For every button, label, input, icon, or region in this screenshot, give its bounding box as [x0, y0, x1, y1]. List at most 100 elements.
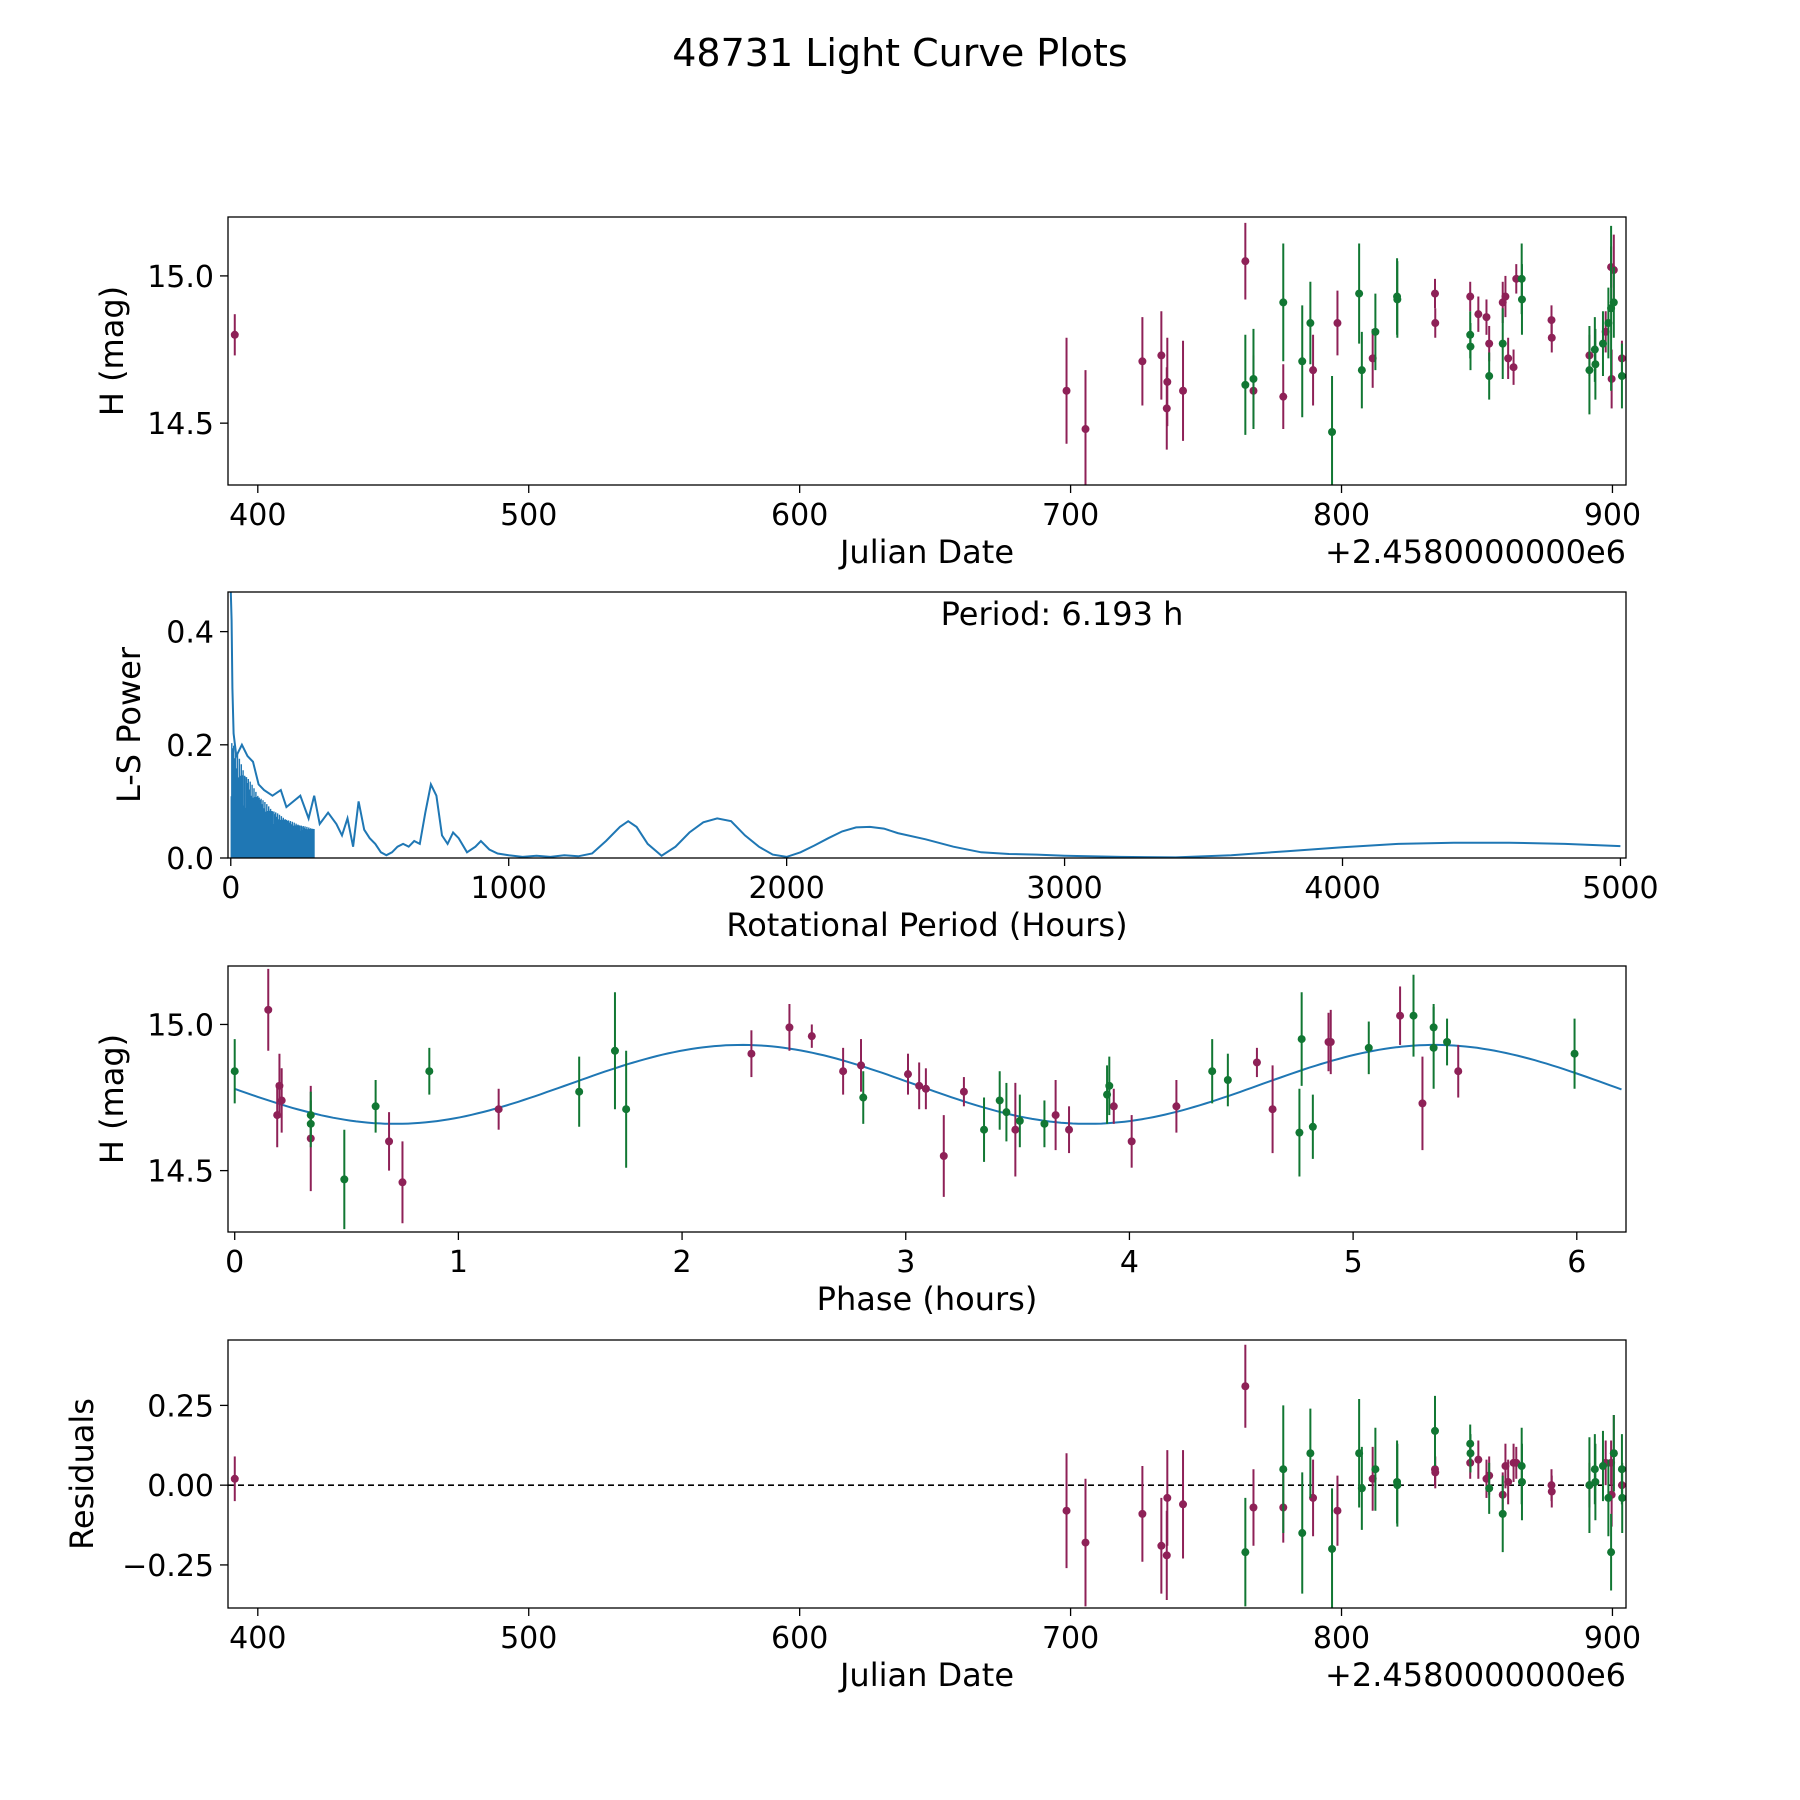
data-point — [1501, 292, 1510, 301]
data-point — [1040, 1119, 1049, 1128]
data-point — [1618, 1493, 1626, 1502]
data-point — [398, 1178, 407, 1187]
data-point — [859, 1093, 868, 1102]
data-point — [1517, 1477, 1526, 1486]
series-filter-1 — [230, 222, 1626, 485]
data-point — [1485, 339, 1494, 348]
data-point — [1598, 339, 1607, 348]
x-axis-label: Julian Date — [838, 533, 1014, 571]
x-tick-label: 5 — [1344, 1245, 1363, 1280]
data-point — [1396, 1011, 1405, 1020]
x-tick-label: 800 — [1313, 498, 1370, 533]
data-point — [1364, 1043, 1373, 1052]
period-annotation: Period: 6.193 h — [941, 595, 1184, 633]
y-tick-label: 14.5 — [147, 1155, 214, 1190]
x-axis-label: Rotational Period (Hours) — [726, 906, 1127, 944]
data-point — [807, 1032, 816, 1041]
data-point — [1298, 357, 1307, 366]
data-point — [1157, 351, 1166, 360]
data-point — [1081, 425, 1090, 434]
data-point — [1485, 372, 1494, 381]
y-tick-label: 0.2 — [166, 729, 214, 764]
data-point — [622, 1105, 631, 1114]
data-point — [1371, 327, 1380, 336]
ls-plot-area — [229, 592, 1621, 858]
data-point — [1249, 1503, 1258, 1512]
data-point — [1065, 1125, 1074, 1134]
x-tick-label: 2000 — [748, 871, 824, 906]
data-point — [1138, 1509, 1147, 1518]
data-point — [1547, 1487, 1556, 1496]
data-point — [1570, 1049, 1579, 1058]
data-point — [1268, 1105, 1277, 1114]
data-point — [980, 1125, 989, 1134]
data-point — [1326, 1038, 1335, 1046]
x-tick-label: 0 — [225, 1245, 244, 1280]
data-point — [1466, 1449, 1475, 1458]
data-point — [1474, 1455, 1483, 1464]
data-point — [1306, 319, 1315, 328]
data-point — [1485, 1484, 1494, 1493]
data-point — [1223, 1076, 1232, 1084]
phase-axes-frame — [227, 965, 1627, 1233]
data-point — [1051, 1111, 1060, 1120]
sinusoid-fit-curve — [234, 1043, 1622, 1125]
res-axes-frame — [227, 1339, 1627, 1609]
data-point — [277, 1096, 286, 1105]
data-point — [1429, 1043, 1438, 1052]
series-filter-1 — [230, 1344, 1626, 1607]
y-axis-label: H (mag) — [93, 1034, 131, 1164]
data-point — [1591, 1477, 1600, 1486]
data-point — [915, 1081, 924, 1090]
data-point — [839, 1067, 848, 1076]
data-point — [1249, 374, 1258, 383]
lc-axes-frame — [227, 216, 1627, 486]
x-offset-label: +2.4580000000e6 — [1325, 1656, 1626, 1694]
x-tick-label: 600 — [771, 1621, 828, 1656]
x-tick-label: 3 — [896, 1245, 915, 1280]
data-point — [264, 1005, 273, 1014]
data-point — [995, 1096, 1004, 1105]
lc-plot-area — [230, 222, 1626, 485]
data-point — [371, 1102, 380, 1111]
data-point — [1109, 1102, 1118, 1111]
y-tick-label: 0.00 — [147, 1469, 214, 1504]
data-point — [1252, 1058, 1261, 1067]
x-tick-label: 5000 — [1582, 871, 1658, 906]
data-point — [1609, 298, 1618, 307]
data-point — [1295, 1128, 1304, 1137]
data-point — [921, 1084, 930, 1093]
data-point — [1357, 1484, 1366, 1493]
data-point — [1306, 1449, 1315, 1458]
data-point — [1443, 1038, 1452, 1046]
data-point — [230, 1474, 239, 1483]
data-point — [385, 1137, 394, 1146]
x-axis-label: Julian Date — [838, 1656, 1014, 1694]
y-axis-label: H (mag) — [93, 286, 131, 416]
x-tick-label: 2 — [673, 1245, 692, 1280]
data-point — [1547, 316, 1556, 325]
x-tick-label: 1 — [449, 1245, 468, 1280]
data-point — [1617, 372, 1626, 381]
x-tick-label: 900 — [1584, 1621, 1641, 1656]
series-filter-1 — [264, 968, 1463, 1224]
data-point — [1430, 1426, 1439, 1435]
data-point — [230, 1067, 239, 1076]
data-point — [1138, 357, 1147, 366]
data-point — [939, 1152, 948, 1160]
data-point — [1163, 377, 1172, 386]
data-point — [1504, 354, 1513, 363]
data-point — [1163, 1493, 1172, 1502]
data-point — [1309, 366, 1318, 375]
data-point — [1371, 1465, 1380, 1474]
data-point — [1062, 386, 1071, 395]
data-point — [785, 1023, 794, 1032]
y-tick-label: 15.0 — [147, 260, 214, 295]
data-point — [1598, 1462, 1607, 1471]
data-point — [1308, 1122, 1317, 1131]
data-point — [230, 330, 239, 339]
data-point — [1547, 333, 1556, 342]
data-point — [494, 1105, 503, 1114]
data-point — [575, 1087, 584, 1096]
